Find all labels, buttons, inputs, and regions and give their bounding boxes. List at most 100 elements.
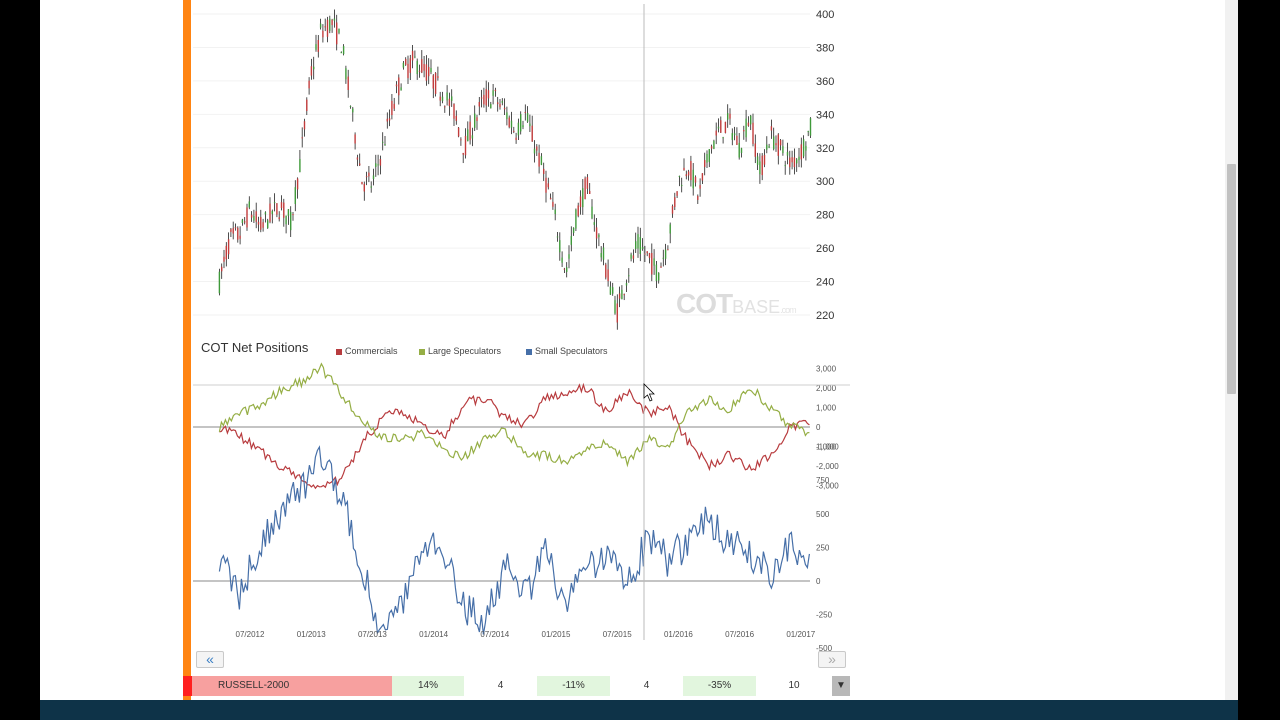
price-candle-body	[740, 148, 743, 154]
price-candle-body	[602, 247, 605, 260]
price-candle-body	[379, 159, 382, 166]
price-candle-body	[572, 227, 575, 233]
scroll-left-button[interactable]: «	[196, 651, 224, 668]
price-candle-body	[377, 164, 379, 166]
large-speculators-weeks: 4	[643, 680, 650, 691]
price-candle-body	[752, 122, 754, 144]
price-candle-body	[508, 117, 510, 128]
price-candle-body	[563, 268, 566, 270]
price-candle-body	[480, 97, 483, 99]
legend-label-large-speculators: Large Speculators	[428, 346, 502, 356]
price-candle-body	[637, 234, 639, 249]
price-candle-body	[791, 157, 793, 163]
price-candle-body	[262, 222, 264, 228]
price-candle-body	[326, 19, 329, 37]
price-candle-body	[547, 183, 549, 188]
price-candle-body	[395, 84, 398, 87]
price-candle-body	[756, 156, 759, 165]
cot-tick-label: -2,000	[816, 462, 839, 471]
price-candle-body	[225, 245, 227, 260]
footer-band	[40, 700, 1238, 720]
price-candle-body	[464, 135, 467, 156]
price-candle-body	[646, 251, 648, 254]
price-candle-body	[515, 137, 517, 141]
page: 400 380 360 340 320 300 280 260 240 220 3,000 2,000…	[40, 0, 1238, 720]
price-tick-label: 220	[816, 310, 834, 322]
price-candle-body	[761, 155, 763, 176]
scrollbar-thumb[interactable]	[1227, 164, 1236, 394]
price-candle-body	[715, 130, 717, 136]
legend-small-speculators[interactable]: Small Speculators	[526, 346, 608, 356]
price-candle-body	[727, 113, 729, 120]
price-candle-body	[685, 174, 687, 177]
price-candle-body	[444, 106, 446, 108]
price-candle-body	[264, 212, 267, 215]
price-candle-body	[485, 89, 487, 106]
price-candle-body	[331, 19, 333, 26]
price-candle-body	[678, 175, 681, 177]
price-candle-body	[520, 114, 522, 132]
commercials-percent: 14%	[392, 676, 464, 696]
price-candle-body	[653, 258, 655, 266]
selection-bar	[183, 0, 191, 700]
small-speculators-weeks: 10	[788, 680, 800, 691]
price-candle-body	[315, 44, 317, 50]
price-candle-body	[775, 143, 777, 146]
commercials-weeks: 4	[497, 680, 504, 691]
price-candle-body	[510, 120, 513, 128]
price-candle-body	[471, 135, 474, 139]
price-candle-body	[368, 172, 370, 177]
vertical-scrollbar[interactable]	[1225, 0, 1238, 700]
price-tick-label: 280	[816, 210, 834, 222]
price-candle-body	[701, 173, 704, 181]
price-candle-body	[402, 62, 405, 68]
price-candle-body	[662, 257, 664, 259]
scroll-right-button[interactable]: »	[818, 651, 846, 668]
price-candle-body	[628, 275, 630, 277]
price-candle-body	[708, 149, 710, 162]
price-candle-body	[713, 140, 715, 149]
price-candle-body	[591, 206, 593, 219]
price-candle-body	[359, 163, 361, 166]
dropdown-arrow-icon[interactable]: ▼	[832, 676, 850, 696]
cot-tick-label: 3,000	[816, 365, 837, 374]
price-candle-body	[370, 186, 372, 188]
price-candle-body	[223, 256, 225, 262]
price-candle-body	[800, 144, 802, 160]
legend-large-speculators[interactable]: Large Speculators	[419, 346, 501, 356]
price-tick-label: 320	[816, 143, 834, 155]
price-candle-body	[796, 159, 798, 164]
price-candle-body	[632, 255, 635, 259]
price-candle-body	[766, 144, 768, 150]
price-candle-body	[338, 28, 340, 33]
price-candle-body	[501, 101, 503, 103]
legend-commercials[interactable]: Commercials	[336, 346, 398, 356]
price-candle-body	[747, 122, 750, 126]
market-row[interactable]: RUSSELL-2000 14% 4 -11% 4 -35% 10 ▼	[183, 676, 850, 696]
price-candle-body	[621, 289, 623, 300]
price-candle-body	[352, 108, 354, 113]
price-candle-body	[669, 224, 671, 234]
price-candle-body	[549, 197, 552, 200]
x-tick-label: 07/2014	[480, 630, 509, 639]
price-candle-body	[802, 139, 805, 157]
price-candle-body	[770, 126, 773, 131]
small-spec-tick-label: -500	[816, 644, 833, 653]
small-speculators-percent: -35%	[683, 676, 756, 696]
price-candle-body	[469, 121, 471, 141]
market-name-cell[interactable]: RUSSELL-2000	[183, 676, 392, 696]
price-candle-body	[782, 146, 784, 154]
price-candle-body	[658, 272, 660, 281]
cot-panel-title: COT Net Positions	[201, 340, 309, 355]
price-candle-body	[704, 160, 706, 167]
price-candle-body	[609, 286, 612, 295]
price-tick-label: 380	[816, 42, 834, 54]
price-candle-body	[483, 94, 485, 105]
price-candle-body	[421, 59, 423, 73]
price-candle-body	[745, 118, 747, 138]
price-candle-body	[292, 214, 294, 216]
price-candle-body	[278, 217, 280, 220]
price-candle-body	[296, 178, 299, 190]
x-tick-label: 07/2012	[236, 630, 265, 639]
price-candle-body	[257, 221, 260, 225]
